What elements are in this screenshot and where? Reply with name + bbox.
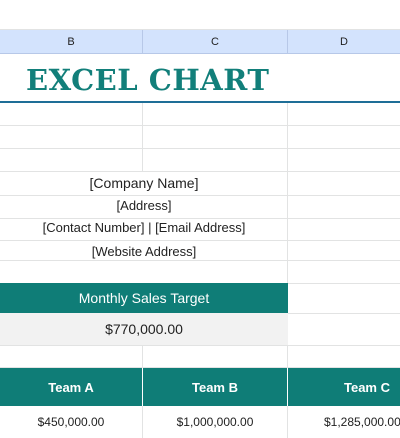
- gridline: [0, 260, 400, 261]
- title-underline: [0, 101, 400, 103]
- website-cell[interactable]: [Website Address]: [91, 244, 197, 259]
- sales-target-value[interactable]: $770,000.00: [0, 313, 288, 345]
- column-header-b[interactable]: B: [0, 30, 143, 54]
- toolbar-strip: [0, 0, 400, 30]
- sheet-title[interactable]: EXCEL CHART: [26, 63, 270, 97]
- column-header-d[interactable]: D: [288, 30, 400, 54]
- sales-target-label[interactable]: Monthly Sales Target: [0, 283, 288, 313]
- gridline: [142, 345, 143, 368]
- gridline: [0, 195, 400, 196]
- team-a-value[interactable]: $450,000.00: [0, 406, 143, 438]
- team-c-value[interactable]: $1,285,000.00: [324, 415, 400, 429]
- team-b-value[interactable]: $1,000,000.00: [143, 406, 288, 438]
- gridline: [0, 125, 400, 126]
- contact-cell[interactable]: [Contact Number] | [Email Address]: [42, 220, 246, 235]
- gridline: [287, 103, 288, 283]
- address-cell[interactable]: [Address]: [116, 198, 172, 213]
- gridline: [142, 103, 143, 171]
- gridline: [0, 171, 400, 172]
- gridline: [0, 240, 400, 241]
- gridline: [0, 345, 400, 346]
- column-header-c[interactable]: C: [143, 30, 288, 54]
- team-a-header[interactable]: Team A: [0, 368, 143, 406]
- gridline: [0, 218, 400, 219]
- gridline: [287, 345, 288, 368]
- team-b-header[interactable]: Team B: [143, 368, 288, 406]
- gridline: [0, 148, 400, 149]
- gridline: [0, 367, 400, 368]
- team-c-header[interactable]: Team C: [288, 368, 400, 406]
- company-name-cell[interactable]: [Company Name]: [89, 175, 199, 191]
